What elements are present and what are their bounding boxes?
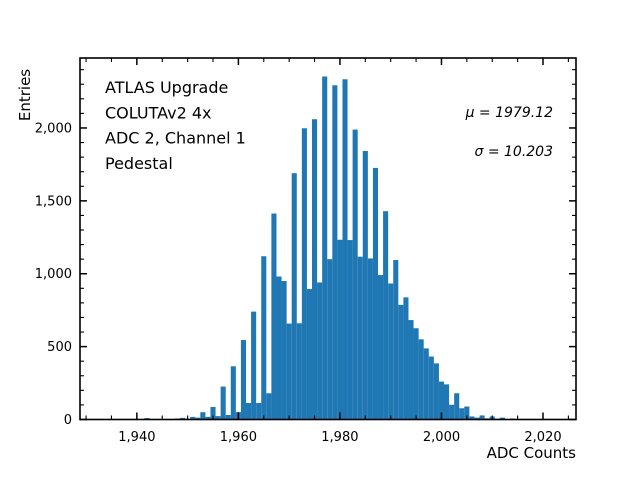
histogram-bar xyxy=(388,284,393,420)
histogram-bar xyxy=(414,328,419,419)
histogram-bar xyxy=(261,256,266,419)
info-line: ATLAS Upgrade xyxy=(105,78,228,97)
y-tick-label: 1,500 xyxy=(35,194,72,209)
histogram-bar xyxy=(434,363,439,419)
histogram-bar xyxy=(312,119,317,419)
histogram-bar xyxy=(419,339,424,419)
y-tick-label: 2,000 xyxy=(35,122,72,137)
histogram-bar xyxy=(287,324,292,420)
histogram-bar xyxy=(358,257,363,420)
histogram-bar xyxy=(337,240,342,420)
histogram-bar xyxy=(241,340,246,419)
histogram-bar xyxy=(383,211,388,419)
histogram-bar xyxy=(322,77,327,420)
info-line: ADC 2, Channel 1 xyxy=(105,129,246,148)
histogram-bar xyxy=(378,275,383,419)
histogram-bar xyxy=(297,323,302,419)
histogram-bar xyxy=(429,357,434,420)
histogram-bar xyxy=(444,384,449,419)
histogram-bar xyxy=(342,79,347,419)
histogram-bar xyxy=(302,128,307,419)
histogram-bar xyxy=(368,258,373,419)
x-tick-label: 1,940 xyxy=(118,430,155,445)
histogram-bar xyxy=(307,289,312,419)
histogram-bar xyxy=(200,412,205,419)
histogram-bar xyxy=(266,393,271,419)
histogram-bar xyxy=(403,297,408,419)
histogram-bar xyxy=(393,260,398,419)
histogram-bar xyxy=(408,320,413,419)
info-line: COLUTAv2 4x xyxy=(105,103,212,122)
histogram-bar xyxy=(363,151,368,420)
histogram-bar xyxy=(327,259,332,419)
histogram-bar xyxy=(373,168,378,420)
histogram-bar xyxy=(292,173,297,419)
x-tick-label: 2,020 xyxy=(524,430,561,445)
x-axis-label: ADC Counts xyxy=(487,444,577,462)
histogram-bar xyxy=(398,305,403,420)
mu-annotation: μ = 1979.12 xyxy=(465,105,554,121)
plot-info-text: ATLAS Upgrade COLUTAv2 4x ADC 2, Channel 1… xyxy=(105,78,246,173)
histogram-bar xyxy=(459,408,464,419)
x-tick-label: 1,960 xyxy=(220,430,257,445)
histogram-bar xyxy=(276,277,281,420)
histogram-bar xyxy=(449,405,454,420)
sigma-annotation: σ = 10.203 xyxy=(475,144,554,160)
y-tick-label: 1,000 xyxy=(35,267,72,282)
x-tick-label: 1,980 xyxy=(321,430,358,445)
info-line: Pedestal xyxy=(105,154,173,173)
y-axis-label: Entries xyxy=(16,69,34,121)
x-tick-label: 2,000 xyxy=(423,430,460,445)
histogram-bar xyxy=(271,214,276,420)
histogram-bar xyxy=(424,348,429,419)
histogram-bar xyxy=(246,403,251,419)
y-tick-label: 0 xyxy=(64,413,72,428)
histogram-bar xyxy=(231,366,236,419)
histogram-bar xyxy=(454,393,459,419)
histogram-bar xyxy=(332,85,337,419)
histogram-bar xyxy=(317,282,322,419)
histogram-bar xyxy=(348,240,353,419)
histogram-bar xyxy=(353,130,358,420)
histogram-bar xyxy=(221,387,226,420)
histogram-bar xyxy=(282,281,287,419)
histogram-bar xyxy=(251,312,256,420)
histogram-bar xyxy=(256,403,261,419)
y-tick-label: 500 xyxy=(47,340,72,355)
